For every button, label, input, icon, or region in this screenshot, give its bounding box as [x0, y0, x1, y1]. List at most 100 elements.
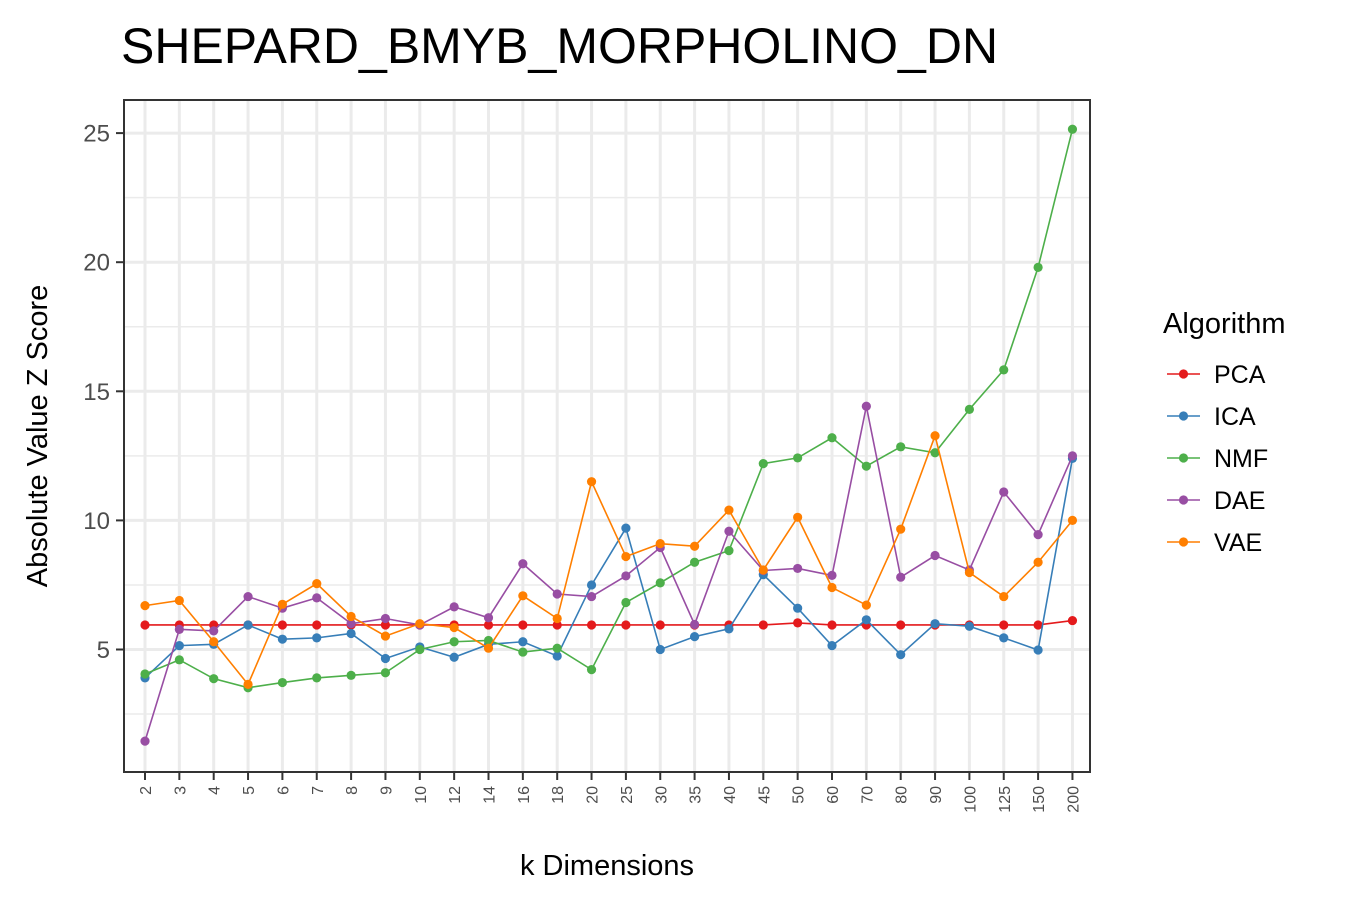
legend-key-point [1178, 537, 1189, 547]
data-point-nmf [964, 404, 975, 414]
data-point-ica [690, 631, 700, 642]
data-point-vae [1067, 515, 1078, 526]
data-point-vae [518, 591, 528, 601]
data-point-dae [930, 550, 940, 561]
legend-key-point [1178, 411, 1189, 421]
data-point-nmf [346, 670, 356, 680]
data-point-nmf [483, 635, 494, 646]
data-point-vae [999, 591, 1009, 602]
data-point-pca [483, 620, 494, 630]
legend-label: ICA [1214, 403, 1256, 431]
data-point-pca [655, 620, 665, 630]
data-point-vae [724, 505, 734, 515]
data-point-nmf [312, 673, 322, 683]
data-point-dae [483, 613, 494, 623]
data-point-nmf [758, 458, 768, 469]
x-tick-label: 9 [378, 786, 395, 795]
legend-item-nmf: NMF [1167, 445, 1268, 473]
y-tick-label: 5 [97, 637, 110, 664]
legend-label: PCA [1214, 361, 1266, 389]
x-tick-label: 18 [550, 786, 567, 804]
minor-gridlines [124, 196, 1090, 715]
data-point-ica [312, 633, 322, 643]
data-point-pca [140, 620, 150, 630]
data-point-ica [861, 615, 871, 625]
data-point-vae [621, 551, 631, 562]
legend-item-pca: PCA [1167, 361, 1266, 389]
x-tick-label: 200 [1065, 786, 1082, 813]
data-point-nmf [209, 674, 219, 684]
data-point-pca [552, 620, 562, 630]
data-point-pca [1033, 620, 1043, 630]
x-tick-label: 40 [722, 786, 739, 804]
data-point-pca [277, 620, 287, 630]
data-point-nmf [896, 442, 906, 452]
data-point-nmf [140, 669, 150, 679]
data-point-dae [174, 624, 184, 634]
x-tick-label: 16 [516, 786, 533, 804]
data-point-ica [449, 652, 459, 662]
data-point-dae [724, 526, 734, 536]
data-point-vae [1033, 557, 1043, 567]
x-tick-label: 90 [928, 786, 945, 804]
data-point-vae [277, 599, 287, 609]
x-tick-label: 2 [138, 786, 155, 795]
data-point-dae [1067, 451, 1078, 461]
legend-item-dae: DAE [1167, 487, 1265, 515]
data-point-dae [209, 626, 219, 636]
data-point-vae [140, 601, 150, 611]
data-point-vae [209, 637, 219, 647]
data-point-nmf [277, 677, 287, 688]
data-point-vae [930, 431, 940, 441]
legend-item-vae: VAE [1167, 529, 1262, 557]
data-point-dae [793, 563, 803, 574]
x-tick-label: 50 [791, 786, 808, 804]
data-point-vae [243, 679, 253, 689]
x-tick-label: 14 [482, 786, 499, 804]
data-point-vae [483, 643, 494, 653]
data-point-nmf [552, 643, 562, 653]
data-point-vae [861, 600, 871, 610]
data-point-nmf [174, 655, 184, 665]
data-point-ica [277, 634, 287, 644]
data-point-vae [586, 477, 597, 487]
x-tick-label: 5 [241, 786, 258, 795]
x-tick-label: 4 [207, 786, 224, 795]
data-point-dae [621, 571, 631, 581]
data-point-dae [449, 602, 459, 612]
y-tick-label: 20 [83, 250, 110, 277]
data-point-dae [380, 613, 391, 624]
x-tick-label: 12 [447, 786, 464, 804]
x-tick-label: 125 [997, 786, 1014, 813]
legend-label: VAE [1214, 529, 1262, 557]
data-point-dae [243, 591, 253, 602]
data-point-pca [827, 620, 837, 630]
data-point-pca [518, 620, 528, 630]
data-point-vae [552, 613, 562, 624]
data-point-pca [793, 618, 803, 628]
y-tick-label: 10 [83, 508, 110, 535]
data-point-vae [380, 631, 391, 641]
data-point-pca [999, 620, 1009, 630]
y-tick-label: 15 [83, 379, 110, 406]
data-point-vae [827, 582, 837, 593]
plot-panel-border [123, 99, 1091, 773]
data-point-nmf [1067, 124, 1078, 134]
data-point-ica [586, 580, 597, 590]
x-tick-label: 6 [275, 786, 292, 795]
x-tick-label: 7 [310, 786, 327, 795]
x-tick-label: 20 [585, 786, 602, 804]
x-tick-label: 150 [1031, 786, 1048, 813]
major-gridlines [124, 100, 1090, 772]
x-tick-label: 3 [172, 786, 189, 795]
data-point-nmf [621, 597, 631, 608]
data-point-ica [930, 619, 940, 629]
legend-key-point [1178, 495, 1189, 505]
data-point-vae [758, 565, 768, 575]
legend-title: Algorithm [1163, 308, 1286, 340]
data-point-ica [964, 621, 975, 631]
x-tick-label: 25 [619, 786, 636, 804]
data-point-pca [1067, 615, 1078, 626]
data-point-ica [174, 641, 184, 651]
data-point-ica [380, 653, 391, 664]
